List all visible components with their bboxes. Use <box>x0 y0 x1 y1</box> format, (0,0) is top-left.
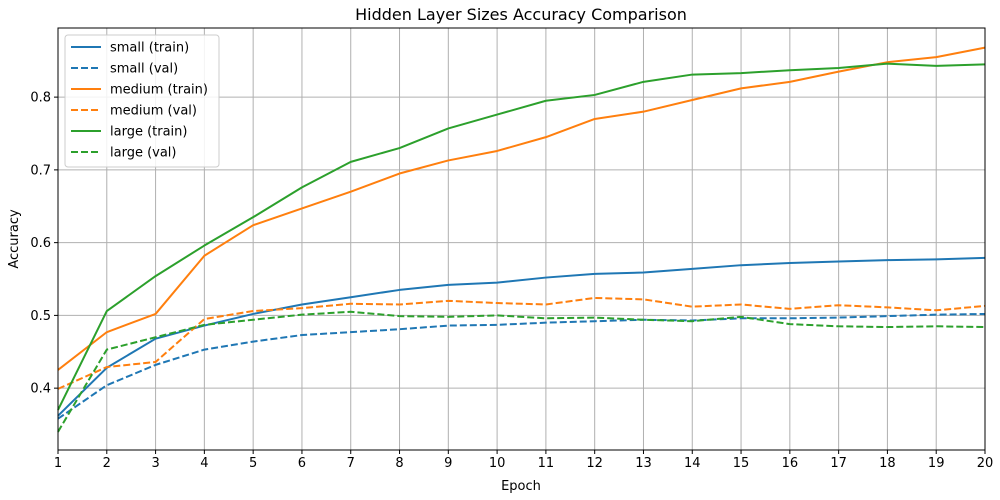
x-tick-label: 5 <box>249 456 257 471</box>
x-tick-label: 15 <box>733 456 750 471</box>
y-tick-label: 0.5 <box>30 309 51 324</box>
x-tick-label: 9 <box>444 456 452 471</box>
series-lines <box>57 46 986 433</box>
x-tick-label: 4 <box>200 456 208 471</box>
legend-label: medium (train) <box>110 83 208 98</box>
chart-title: Hidden Layer Sizes Accuracy Comparison <box>355 5 687 24</box>
series-line-4 <box>57 62 986 411</box>
x-tick-label: 7 <box>347 456 355 471</box>
y-tick-label: 0.8 <box>30 91 51 106</box>
x-axis-label: Epoch <box>501 479 541 494</box>
series-line-2 <box>57 46 986 371</box>
y-axis-label: Accuracy <box>7 209 22 269</box>
series-line-3 <box>57 296 986 390</box>
legend-label: medium (val) <box>110 104 197 119</box>
x-tick-label: 11 <box>538 456 555 471</box>
y-tick-label: 0.4 <box>30 382 51 397</box>
x-tick-label: 20 <box>977 456 994 471</box>
x-tick-label: 16 <box>782 456 799 471</box>
legend-label: large (val) <box>110 146 177 161</box>
legend: small (train) small (val) medium (train) me… <box>64 34 220 168</box>
x-tick-label: 2 <box>103 456 111 471</box>
x-tick-label: 17 <box>830 456 847 471</box>
x-tick-label: 13 <box>635 456 652 471</box>
x-tick-label: 1 <box>54 456 62 471</box>
x-tick-label: 18 <box>879 456 896 471</box>
y-tick-label: 0.7 <box>30 163 51 178</box>
x-tick-label: 12 <box>586 456 603 471</box>
y-tick-label: 0.6 <box>30 236 51 251</box>
legend-box <box>64 34 220 168</box>
legend-label: large (train) <box>110 125 187 140</box>
x-tick-label: 3 <box>151 456 159 471</box>
plot-frame <box>57 27 986 451</box>
series-line-1 <box>57 312 986 420</box>
x-tick-label: 19 <box>928 456 945 471</box>
legend-label: small (val) <box>110 62 178 77</box>
legend-label: small (train) <box>110 41 189 56</box>
x-tick-label: 10 <box>489 456 506 471</box>
x-tick-label: 14 <box>684 456 701 471</box>
axis-ticks: 1 2 3 4 5 6 7 8 9 10 11 12 13 14 15 16 17 18 19 200.40.50.6… <box>30 91 993 471</box>
x-tick-label: 8 <box>395 456 403 471</box>
series-line-5 <box>57 310 986 433</box>
x-tick-label: 6 <box>298 456 306 471</box>
